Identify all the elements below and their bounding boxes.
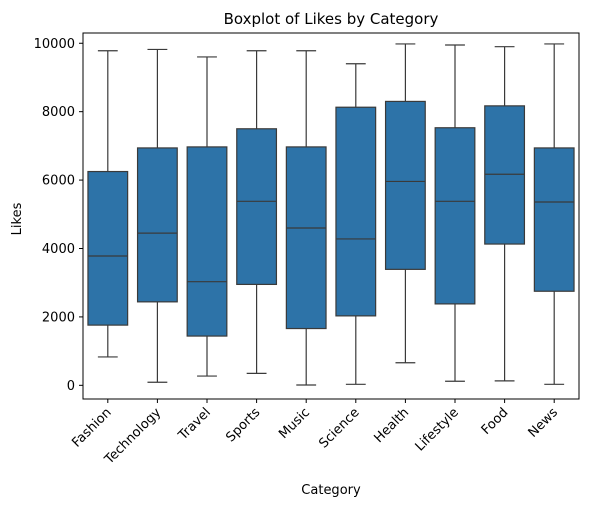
box-food bbox=[484, 105, 526, 245]
box-lifestyle bbox=[434, 127, 476, 305]
x-tick-label-lifestyle: Lifestyle bbox=[413, 405, 462, 454]
y-tick-label: 2000 bbox=[42, 310, 75, 325]
box-science bbox=[335, 106, 377, 317]
y-tick-label: 6000 bbox=[42, 174, 75, 189]
x-axis-label: Category bbox=[301, 483, 361, 498]
box-technology bbox=[136, 147, 178, 303]
x-tick-label-food: Food bbox=[479, 405, 512, 438]
box-travel bbox=[186, 146, 228, 337]
box-music bbox=[285, 146, 327, 330]
y-tick-label: 4000 bbox=[42, 242, 75, 257]
x-tick-label-news: News bbox=[526, 405, 562, 441]
y-tick-label: 8000 bbox=[42, 105, 75, 120]
box-sports bbox=[236, 128, 278, 286]
chart-title: Boxplot of Likes by Category bbox=[224, 10, 439, 28]
box-news bbox=[533, 147, 575, 292]
y-axis-label: Likes bbox=[10, 202, 25, 235]
plot-frame bbox=[82, 32, 580, 400]
x-tick-label-science: Science bbox=[316, 405, 362, 451]
x-tick-label-health: Health bbox=[371, 405, 412, 446]
x-tick-label-music: Music bbox=[276, 405, 313, 442]
x-tick-label-travel: Travel bbox=[175, 405, 214, 444]
x-tick-label-sports: Sports bbox=[223, 405, 263, 445]
box-health bbox=[384, 100, 426, 270]
y-tick-label: 0 bbox=[67, 379, 75, 394]
y-tick-label: 10000 bbox=[34, 37, 75, 52]
x-tick-label-fashion: Fashion bbox=[69, 405, 114, 450]
box-fashion bbox=[87, 170, 129, 326]
